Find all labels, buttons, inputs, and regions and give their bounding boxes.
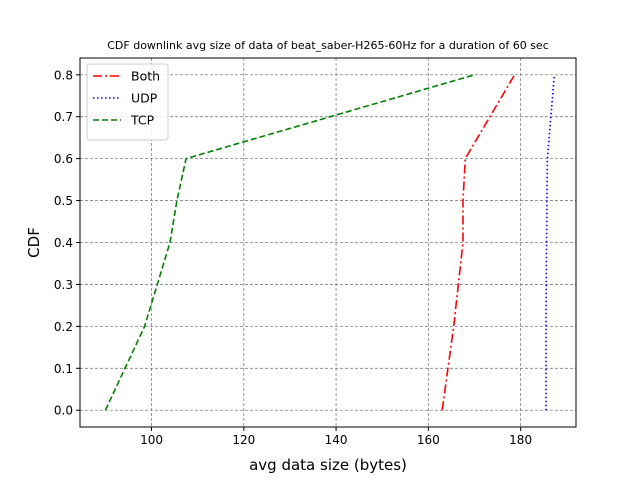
y-tick-label: 0.7	[54, 110, 73, 124]
legend-label-both: Both	[131, 69, 160, 84]
legend-box	[86, 63, 169, 141]
series-line-udp	[545, 74, 556, 411]
series-line-tcp	[104, 74, 475, 411]
y-tick-label: 0.4	[54, 236, 73, 250]
y-tick-label: 0.1	[54, 362, 73, 376]
y-tick-label: 0.2	[54, 320, 73, 334]
x-tick-label: 120	[232, 433, 255, 447]
y-tick-label: 0.6	[54, 152, 73, 166]
y-tick-label: 0.0	[54, 404, 73, 418]
legend-label-tcp: TCP	[130, 113, 155, 128]
y-tick-label: 0.8	[54, 68, 73, 82]
legend: Both UDP TCP	[86, 63, 169, 141]
x-tick-label: 160	[417, 433, 440, 447]
x-tick-label: 140	[325, 433, 348, 447]
y-tick-label: 0.3	[54, 278, 73, 292]
chart-title: CDF downlink avg size of data of beat_sa…	[107, 39, 549, 52]
series-lines	[104, 74, 556, 411]
x-tick-label: 100	[140, 433, 163, 447]
x-tick-label: 180	[509, 433, 532, 447]
x-axis-label: avg data size (bytes)	[249, 456, 407, 474]
series-line-both	[441, 74, 516, 411]
axis-ticks: 100 120 140 160 180 0.0 0.1 0.2 0.3 0.4 0.5 0.6 0.7 0…	[54, 68, 532, 447]
y-axis-label: CDF	[25, 227, 43, 258]
y-tick-label: 0.5	[54, 194, 73, 208]
legend-label-udp: UDP	[131, 91, 158, 106]
